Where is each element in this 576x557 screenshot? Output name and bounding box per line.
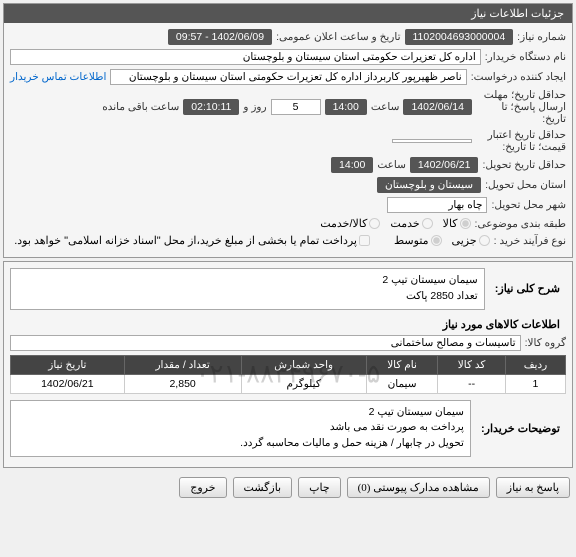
table-cell: سیمان — [366, 374, 438, 393]
table-header: ردیف — [505, 355, 565, 374]
radio-goods[interactable]: کالا — [443, 217, 471, 230]
remain-label: ساعت باقی مانده — [102, 101, 179, 113]
category-radio-group: کالا خدمت کالا/خدمت — [320, 217, 470, 230]
goods-header: اطلاعات کالاهای مورد نیاز — [10, 314, 566, 335]
delivery-hour: 14:00 — [331, 157, 373, 173]
buyer-label: نام دستگاه خریدار: — [485, 51, 566, 63]
contact-link[interactable]: اطلاعات تماس خریدار — [10, 71, 106, 83]
table-header: نام کالا — [366, 355, 438, 374]
table-cell: 1 — [505, 374, 565, 393]
table-cell: 1402/06/21 — [11, 374, 125, 393]
day-label: روز و — [243, 101, 266, 113]
buyer-notes-label: توضیحات خریدار: — [475, 418, 566, 439]
validity-value — [392, 139, 472, 143]
delivery-date: 1402/06/21 — [410, 157, 479, 173]
time-remaining: 02:10:11 — [183, 99, 239, 115]
deadline-date: 1402/06/14 — [403, 99, 472, 115]
radio-minor[interactable]: جزیی — [452, 234, 490, 247]
table-row: 1--سیمانکیلوگرم2,8501402/06/21 — [11, 374, 566, 393]
requester-value: ناصر ظهیرپور کاربرداز اداره کل تعزیرات ح… — [110, 69, 466, 85]
panel-title: جزئیات اطلاعات نیاز — [4, 4, 572, 23]
table-cell: کیلوگرم — [241, 374, 366, 393]
days-remaining: 5 — [271, 99, 321, 115]
buyer-notes-value: سیمان سیستان تیپ 2 پرداخت به صورت نقد می… — [10, 400, 471, 457]
requester-label: ایجاد کننده درخواست: — [471, 71, 566, 83]
province-value: سیستان و بلوچستان — [377, 177, 481, 193]
attachments-button[interactable]: مشاهده مدارک پیوستی (0) — [347, 477, 490, 498]
table-header: واحد شمارش — [241, 355, 366, 374]
summary-value: سیمان سیستان تیپ 2 تعداد 2850 پاکت — [10, 268, 485, 310]
need-no-label: شماره نیاز: — [517, 31, 566, 43]
need-no-value: 1102004693000004 — [405, 29, 514, 45]
summary-label: شرح کلی نیاز: — [489, 278, 566, 299]
table-header: کد کالا — [438, 355, 506, 374]
radio-service[interactable]: خدمت — [390, 217, 432, 230]
process-label: نوع فرآیند خرید : — [494, 235, 566, 247]
process-radio-group: جزیی متوسط — [394, 234, 490, 247]
checkbox-treasury[interactable]: پرداخت تمام یا بخشی از مبلغ خرید،از محل … — [14, 234, 370, 247]
exit-button[interactable]: خروج — [179, 477, 226, 498]
radio-mid[interactable]: متوسط — [394, 234, 442, 247]
city-label: شهر محل تحویل: — [491, 199, 566, 211]
group-value: تاسیسات و مصالح ساختمانی — [10, 335, 521, 351]
table-header: تاریخ نیاز — [11, 355, 125, 374]
radio-goods-service[interactable]: کالا/خدمت — [320, 217, 380, 230]
validity-label: حداقل تاریخ اعتبار قیمت؛ تا تاریخ: — [476, 129, 566, 153]
group-label: گروه کالا: — [525, 337, 566, 349]
respond-button[interactable]: پاسخ به نیاز — [496, 477, 570, 498]
category-label: طبقه بندی موضوعی: — [475, 218, 566, 230]
buyer-value: اداره کل تعزیرات حکومتی استان سیستان و ب… — [10, 49, 481, 65]
province-label: استان محل تحویل: — [485, 179, 566, 191]
back-button[interactable]: بازگشت — [233, 477, 293, 498]
table-header: تعداد / مقدار — [124, 355, 241, 374]
hour-label-1: ساعت — [371, 101, 400, 113]
announce-label: تاریخ و ساعت اعلان عمومی: — [276, 31, 400, 43]
table-cell: -- — [438, 374, 506, 393]
print-button[interactable]: چاپ — [298, 477, 341, 498]
deadline-hour: 14:00 — [325, 99, 367, 115]
delivery-label: حداقل تاریخ تحویل: — [482, 159, 566, 171]
table-cell: 2,850 — [124, 374, 241, 393]
hour-label-2: ساعت — [377, 159, 406, 171]
city-value: چاه بهار — [387, 197, 487, 213]
deadline-label: حداقل تاریخ؛ مهلت ارسال پاسخ؛ تا تاریخ: — [476, 89, 566, 125]
items-table: ردیفکد کالانام کالاواحد شمارشتعداد / مقد… — [10, 355, 566, 394]
announce-value: 1402/06/09 - 09:57 — [168, 29, 272, 45]
